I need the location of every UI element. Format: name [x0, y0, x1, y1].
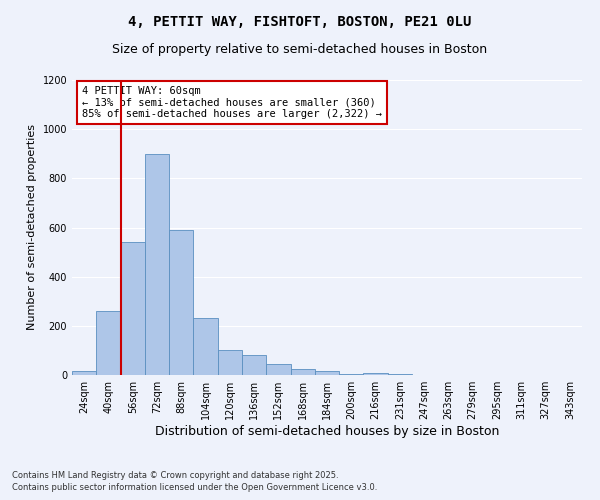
Bar [145, 154, 169, 375]
Bar [290, 369, 315, 375]
Y-axis label: Number of semi-detached properties: Number of semi-detached properties [27, 124, 37, 330]
Text: 4, PETTIT WAY, FISHTOFT, BOSTON, PE21 0LU: 4, PETTIT WAY, FISHTOFT, BOSTON, PE21 0L… [128, 15, 472, 29]
Bar [218, 350, 242, 375]
Bar [242, 356, 266, 375]
Bar [339, 374, 364, 375]
Bar [72, 372, 96, 375]
Bar [193, 318, 218, 375]
Bar [96, 311, 121, 375]
Text: Contains public sector information licensed under the Open Government Licence v3: Contains public sector information licen… [12, 484, 377, 492]
Bar [315, 372, 339, 375]
Text: Size of property relative to semi-detached houses in Boston: Size of property relative to semi-detach… [112, 42, 488, 56]
Text: 4 PETTIT WAY: 60sqm
← 13% of semi-detached houses are smaller (360)
85% of semi-: 4 PETTIT WAY: 60sqm ← 13% of semi-detach… [82, 86, 382, 119]
Bar [169, 230, 193, 375]
X-axis label: Distribution of semi-detached houses by size in Boston: Distribution of semi-detached houses by … [155, 425, 499, 438]
Bar [121, 242, 145, 375]
Bar [266, 364, 290, 375]
Bar [364, 372, 388, 375]
Bar [388, 374, 412, 375]
Text: Contains HM Land Registry data © Crown copyright and database right 2025.: Contains HM Land Registry data © Crown c… [12, 471, 338, 480]
